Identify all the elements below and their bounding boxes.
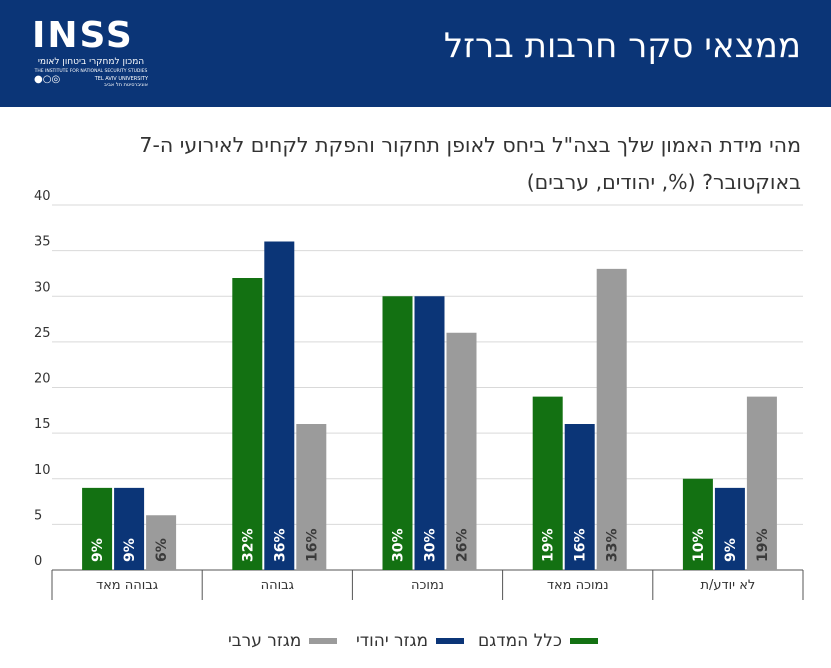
x-category-label: לא יודע/ת <box>700 578 755 593</box>
bar-value-label: 19% <box>541 528 557 562</box>
y-tick-label: 40 <box>34 189 51 204</box>
bar-value-label: 32% <box>240 528 256 562</box>
y-tick-label: 30 <box>34 280 51 295</box>
y-tick-label: 35 <box>34 235 51 250</box>
page-title: ממצאי סקר חרבות ברזל <box>443 26 801 66</box>
header-bar: INSS המכון למחקרי ביטחון לאומי THE INSTI… <box>0 0 831 107</box>
bar <box>532 396 563 570</box>
bar-value-label: 16% <box>304 528 320 562</box>
bar-value-label: 9% <box>90 538 106 562</box>
bar <box>746 396 777 570</box>
x-category-label: נמוכה <box>411 578 444 593</box>
bar-value-label: 10% <box>691 528 707 562</box>
bar-value-label: 26% <box>455 528 471 562</box>
chart-legend: כלל המדגם מגזר יהודי מגזר ערבי <box>0 628 831 654</box>
bar-value-label: 19% <box>755 528 771 562</box>
bar <box>596 268 627 570</box>
bar-chart: 0 5 10 15 20 25 30 35 40 9% 9% 6% גבוהה מאד 32% 36% 16%… <box>34 189 804 600</box>
legend-item: כלל המדגם <box>478 628 598 654</box>
bar-value-label: 30% <box>391 528 407 562</box>
y-tick-label: 0 <box>34 554 42 569</box>
bar-value-label: 6% <box>154 538 170 562</box>
bar-value-label: 33% <box>605 528 621 562</box>
legend-label: מגזר ערבי <box>228 631 302 651</box>
bar <box>446 332 477 570</box>
bar <box>82 487 113 570</box>
bar <box>714 487 745 570</box>
logo-english-name: THE INSTITUTE FOR NATIONAL SECURITY STUD… <box>34 69 148 74</box>
bar-value-label: 9% <box>723 538 739 562</box>
bar <box>232 278 263 570</box>
x-category-label: נמוכה מאד <box>547 578 609 593</box>
logo-wordmark: INSS <box>32 15 134 56</box>
inss-logo: INSS המכון למחקרי ביטחון לאומי THE INSTI… <box>32 16 157 91</box>
legend-label: כלל המדגם <box>478 631 562 651</box>
bar-value-label: 36% <box>272 528 288 562</box>
bar <box>382 296 413 570</box>
y-tick-label: 20 <box>34 372 51 387</box>
legend-swatch <box>309 638 338 644</box>
x-category-label: גבוהה <box>261 578 294 593</box>
legend-swatch <box>436 638 465 644</box>
logo-university-he: אוניברסיטת תל אביב <box>104 82 148 88</box>
bar <box>264 241 295 570</box>
y-tick-label: 25 <box>34 326 51 341</box>
bar <box>682 478 713 570</box>
logo-university: TEL AVIV UNIVERSITY אוניברסיטת תל אביב <box>94 76 148 88</box>
logo-university-en: TEL AVIV UNIVERSITY <box>94 76 148 82</box>
bar-value-label: 16% <box>573 528 589 562</box>
legend-label: מגזר יהודי <box>356 631 429 651</box>
bar-value-label: 30% <box>423 528 439 562</box>
bar <box>414 296 445 570</box>
bar <box>146 515 177 570</box>
legend-swatch <box>569 638 598 644</box>
bar-value-label: 9% <box>122 538 138 562</box>
y-tick-label: 5 <box>34 508 42 523</box>
bar <box>296 424 327 570</box>
legend-item: מגזר יהודי <box>356 628 465 654</box>
question-line-1: מהי מידת האמון שלך בצה"ל ביחס לאופן תחקו… <box>139 133 801 157</box>
question-line-2: באוקטובר? (%, יהודים, ערבים) <box>526 170 801 194</box>
logo-hebrew-name: המכון למחקרי ביטחון לאומי <box>37 57 145 67</box>
legend-item: מגזר ערבי <box>228 628 338 654</box>
bar <box>114 487 145 570</box>
logo-circles-icon: ●○◎ <box>34 74 61 85</box>
y-tick-label: 10 <box>34 463 51 478</box>
bar <box>564 424 595 570</box>
x-category-label: גבוהה מאד <box>96 578 158 593</box>
y-tick-label: 15 <box>34 417 51 432</box>
